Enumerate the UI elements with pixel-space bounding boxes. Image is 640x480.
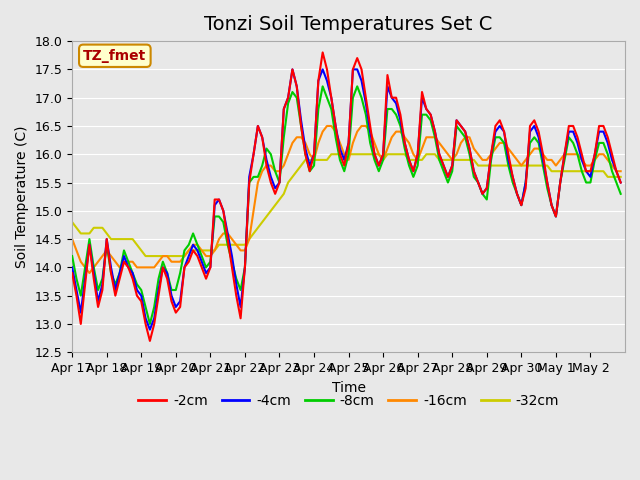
Title: Tonzi Soil Temperatures Set C: Tonzi Soil Temperatures Set C	[204, 15, 493, 34]
Legend: -2cm, -4cm, -8cm, -16cm, -32cm: -2cm, -4cm, -8cm, -16cm, -32cm	[132, 389, 564, 414]
Text: TZ_fmet: TZ_fmet	[83, 49, 147, 63]
X-axis label: Time: Time	[332, 381, 365, 395]
Y-axis label: Soil Temperature (C): Soil Temperature (C)	[15, 125, 29, 268]
